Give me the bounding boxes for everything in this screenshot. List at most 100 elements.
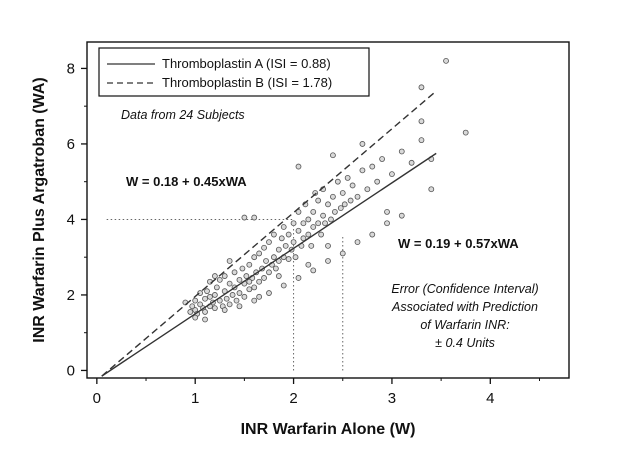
data-point (241, 293, 248, 300)
data-point (330, 152, 336, 159)
data-point (239, 265, 246, 272)
data-point (408, 159, 415, 166)
data-point (285, 256, 292, 262)
data-point (236, 276, 243, 283)
data-point (292, 254, 299, 261)
data-point (379, 156, 386, 162)
data-point (204, 288, 210, 295)
x-tick-label: 0 (93, 390, 101, 407)
data-point (213, 284, 220, 291)
data-point (243, 273, 250, 279)
error-note-line-2: Associated with Prediction (391, 300, 538, 314)
data-point (246, 261, 253, 268)
x-tick-label: 2 (289, 390, 297, 407)
data-point (295, 227, 302, 234)
data-points (182, 57, 469, 323)
data-point (241, 214, 248, 221)
data-point (339, 250, 346, 257)
data-point (211, 292, 218, 298)
data-point (266, 239, 272, 245)
data-point (364, 186, 371, 193)
equation-b: W = 0.18 + 0.45xWA (126, 174, 247, 189)
data-point (251, 254, 258, 261)
data-point (295, 275, 302, 281)
data-point (344, 175, 351, 181)
data-note: Data from 24 Subjects (121, 108, 245, 122)
y-tick-label: 0 (67, 362, 75, 379)
x-tick-label: 1 (191, 390, 199, 407)
y-axis-ticks: 0 2 4 6 8 (67, 60, 87, 379)
data-point (236, 290, 243, 296)
data-point (384, 208, 390, 215)
fit-line-solid (101, 152, 437, 377)
data-point (312, 190, 319, 196)
data-point (305, 231, 312, 238)
data-point (251, 297, 258, 304)
data-point (189, 303, 196, 310)
error-note-line-3: of Warfarin INR: (420, 318, 509, 332)
data-point (280, 282, 287, 289)
reference-lines (106, 218, 344, 371)
plot-frame (86, 41, 570, 379)
legend: Thromboplastin A (ISI = 0.88) Thrombopla… (98, 47, 370, 97)
data-point (359, 141, 366, 147)
data-point (256, 278, 263, 285)
data-point (275, 273, 282, 279)
data-point (389, 171, 395, 178)
data-point (229, 292, 236, 298)
data-point (330, 193, 336, 200)
data-point (202, 316, 208, 323)
data-point (322, 220, 328, 227)
data-point (192, 314, 199, 321)
fit-lines (101, 90, 437, 377)
data-point (223, 295, 230, 302)
x-tick-label: 4 (486, 390, 494, 407)
legend-label-b: Thromboplastin B (ISI = 1.78) (162, 75, 332, 90)
data-point (263, 258, 269, 264)
data-point (308, 242, 315, 249)
data-point (349, 182, 356, 189)
data-point (384, 220, 390, 227)
data-point (374, 178, 381, 185)
data-point (197, 290, 204, 296)
data-point (221, 273, 228, 279)
data-point (282, 242, 289, 249)
data-point (226, 258, 233, 264)
data-point (197, 301, 204, 308)
data-point (315, 197, 322, 204)
data-point (325, 242, 331, 249)
legend-label-a: Thromboplastin A (ISI = 0.88) (162, 56, 331, 71)
data-point (278, 235, 285, 242)
data-point (354, 193, 361, 200)
data-point (256, 293, 263, 300)
data-point (418, 118, 425, 125)
fit-line-dashed (101, 90, 437, 377)
x-axis-title: INR Warfarin Alone (W) (241, 421, 416, 438)
data-point (369, 163, 376, 170)
data-point (341, 201, 348, 208)
data-point (246, 286, 253, 293)
data-point (398, 148, 405, 155)
data-point (354, 239, 361, 245)
data-point (418, 84, 425, 91)
data-point (462, 129, 469, 136)
data-point (221, 307, 228, 313)
legend-box (98, 47, 370, 97)
data-point (295, 208, 302, 215)
data-point (226, 301, 233, 308)
data-point (236, 303, 243, 310)
data-point (290, 220, 297, 227)
data-point (285, 231, 292, 238)
error-note-line-1: Error (Confidence Interval) (391, 282, 538, 296)
data-point (320, 212, 326, 219)
data-point (270, 231, 277, 238)
data-point (315, 220, 322, 227)
data-point (443, 57, 449, 64)
data-point (231, 269, 238, 276)
data-point (251, 284, 258, 291)
y-axis-title: INR Warfarin Plus Argatroban (WA) (31, 77, 48, 343)
y-tick-label: 8 (67, 60, 75, 77)
data-point (310, 208, 317, 215)
data-point (334, 178, 341, 185)
data-point (305, 216, 312, 223)
